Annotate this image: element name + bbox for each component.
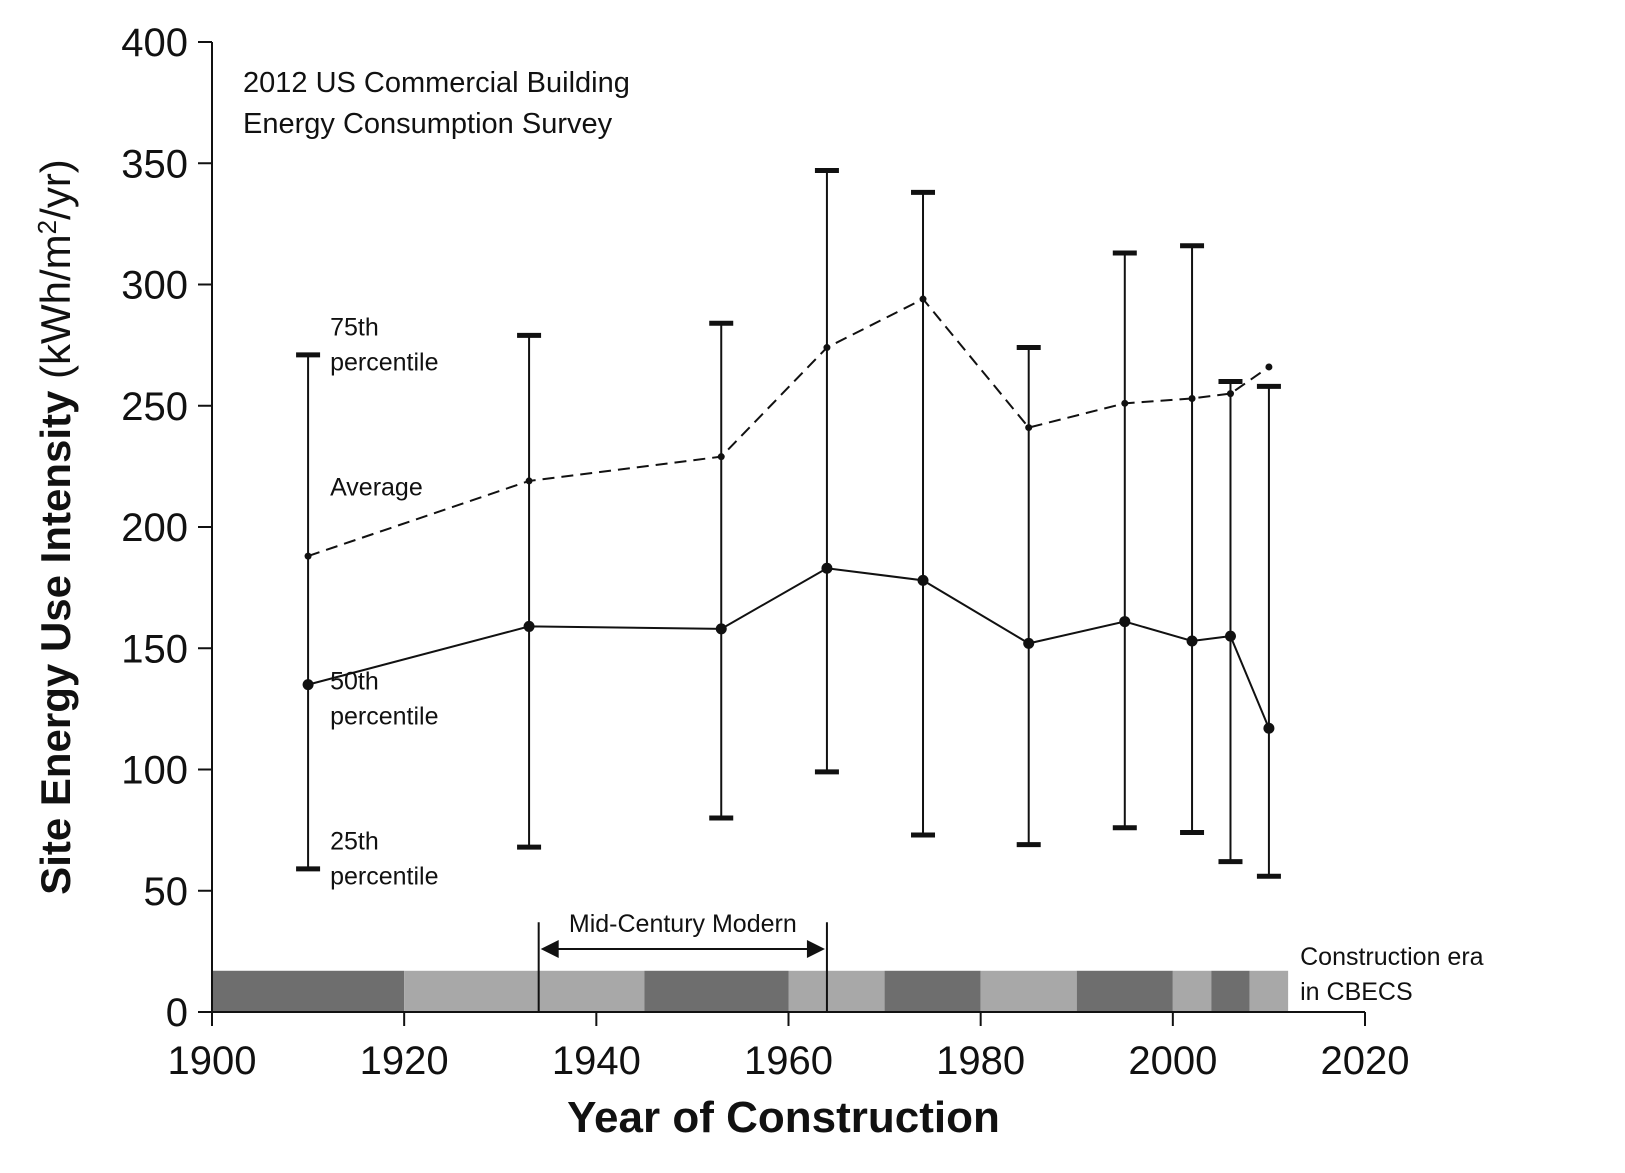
label-p75-line-0: 75th bbox=[330, 313, 379, 341]
era-band-2 bbox=[644, 970, 789, 1012]
x-axis-title: Year of Construction bbox=[567, 1093, 1000, 1142]
y-tick-label-250: 250 bbox=[121, 385, 188, 429]
average-point-8 bbox=[1226, 390, 1234, 398]
median-point-1 bbox=[523, 620, 535, 632]
x-tick-label-2000: 2000 bbox=[1128, 1039, 1217, 1083]
average-point-6 bbox=[1121, 399, 1129, 407]
label-p25-line-1: percentile bbox=[330, 863, 438, 891]
y-axis-title-main: Site Energy Use Intensity bbox=[32, 379, 79, 895]
era-band-4 bbox=[884, 970, 981, 1012]
y-axis-title-unit-post: /yr) bbox=[32, 159, 79, 220]
median-point-4 bbox=[917, 574, 929, 586]
x-tick-label-1980: 1980 bbox=[936, 1039, 1025, 1083]
y-axis-title-unit: (kWh/m bbox=[32, 234, 79, 379]
mid-century-arrow-right bbox=[806, 939, 825, 958]
median-point-7 bbox=[1186, 635, 1198, 647]
label-p50-line-0: 50th bbox=[330, 667, 379, 695]
axes: 0 50 100 150 200 250 300 350 400 1900 1920 1940 1960… bbox=[121, 21, 1409, 1083]
series-points bbox=[302, 295, 1275, 734]
era-band-7 bbox=[1172, 970, 1212, 1012]
mid-century-arrow-left bbox=[540, 939, 559, 958]
x-tick-label-1960: 1960 bbox=[744, 1039, 833, 1083]
y-tick-label-50: 50 bbox=[144, 870, 189, 914]
y-tick-label-100: 100 bbox=[121, 749, 188, 793]
construction-era-label-line-0: Construction era bbox=[1300, 943, 1484, 971]
y-tick-label-400: 400 bbox=[121, 21, 188, 65]
era-band-6 bbox=[1076, 970, 1173, 1012]
label-p25-line-0: 25th bbox=[330, 828, 379, 856]
era-band-0 bbox=[212, 970, 405, 1012]
error-bars bbox=[296, 168, 1281, 879]
median-point-8 bbox=[1224, 630, 1236, 642]
series-lines bbox=[307, 297, 1270, 729]
average-point-0 bbox=[304, 552, 312, 560]
median-point-0 bbox=[302, 679, 314, 691]
titles: Year of Construction Site Energy Use Inte… bbox=[32, 67, 1000, 1142]
average-point-3 bbox=[823, 344, 831, 352]
median-point-9 bbox=[1263, 722, 1275, 734]
average-point-9 bbox=[1265, 363, 1273, 371]
label-average-line-0: Average bbox=[330, 473, 423, 501]
x-tick-label-1940: 1940 bbox=[552, 1039, 641, 1083]
y-axis-title-unit-sup: 2 bbox=[32, 220, 62, 234]
era-band-9 bbox=[1249, 970, 1289, 1012]
construction-era-bands bbox=[212, 970, 1289, 1012]
era-band-3 bbox=[788, 970, 885, 1012]
median-line bbox=[307, 567, 1270, 729]
average-point-4 bbox=[919, 295, 927, 303]
y-axis-title: Site Energy Use Intensity (kWh/m2/yr) bbox=[32, 159, 79, 895]
mid-century-label: Mid-Century Modern bbox=[569, 910, 797, 938]
average-point-2 bbox=[717, 453, 725, 461]
x-tick-label-2020: 2020 bbox=[1321, 1039, 1410, 1083]
median-point-3 bbox=[821, 562, 833, 574]
x-tick-label-1920: 1920 bbox=[360, 1039, 449, 1083]
average-line bbox=[307, 297, 1270, 558]
average-point-1 bbox=[525, 477, 533, 485]
era-band-1 bbox=[404, 970, 645, 1012]
y-tick-label-300: 300 bbox=[121, 264, 188, 308]
y-tick-label-150: 150 bbox=[121, 627, 188, 671]
x-tick-label-1900: 1900 bbox=[168, 1039, 257, 1083]
construction-era-label-line-1: in CBECS bbox=[1300, 978, 1413, 1006]
y-tick-label-0: 0 bbox=[166, 991, 188, 1035]
chart-title-line-0: 2012 US Commercial Building bbox=[243, 67, 630, 99]
y-tick-label-350: 350 bbox=[121, 142, 188, 186]
annotations: Construction era in CBECS 75th percentile Av… bbox=[330, 313, 1484, 1012]
label-p75-line-1: percentile bbox=[330, 348, 438, 376]
median-point-6 bbox=[1119, 616, 1131, 628]
chart-title-line-1: Energy Consumption Survey bbox=[243, 108, 613, 140]
average-point-5 bbox=[1025, 424, 1033, 432]
median-point-2 bbox=[715, 623, 727, 635]
label-p50-line-1: percentile bbox=[330, 702, 438, 730]
era-band-5 bbox=[980, 970, 1077, 1012]
median-point-5 bbox=[1023, 637, 1035, 649]
era-band-8 bbox=[1211, 970, 1250, 1012]
y-tick-label-200: 200 bbox=[121, 506, 188, 550]
average-point-7 bbox=[1188, 394, 1196, 402]
